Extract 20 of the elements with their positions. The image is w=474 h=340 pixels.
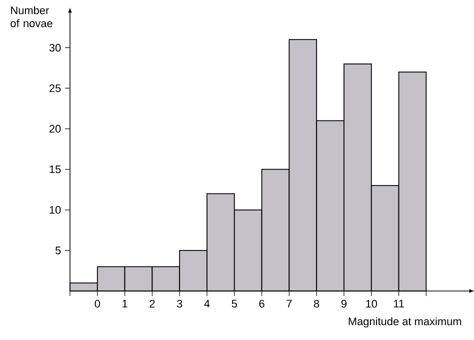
x-tick-label: 2 [150, 300, 155, 308]
x-tick-label: 8 [314, 300, 320, 308]
y-tick-label: 5 [55, 246, 61, 254]
y-tick-label: 30 [49, 44, 61, 52]
x-axis-title: Magnitude at maximum [348, 317, 462, 328]
y-tick-label: 10 [50, 206, 61, 214]
y-tick-label: 15 [50, 166, 61, 174]
x-tick-label: 0 [94, 300, 100, 308]
x-tick-label: 4 [204, 300, 210, 308]
y-tick-label: 20 [50, 124, 61, 133]
x-tick-label: 1 [122, 300, 128, 308]
y-axis-title: Number of novae [10, 6, 52, 28]
x-tick-label: 7 [286, 300, 292, 308]
x-tick-label: 6 [259, 300, 264, 308]
x-tick-label: 5 [232, 300, 237, 308]
x-tick-label: 9 [341, 300, 347, 308]
x-tick-label: 3 [176, 300, 182, 308]
x-tick-label: 11 [394, 300, 404, 308]
x-tick-label: 10 [366, 300, 378, 308]
y-tick-label: 25 [50, 84, 61, 92]
